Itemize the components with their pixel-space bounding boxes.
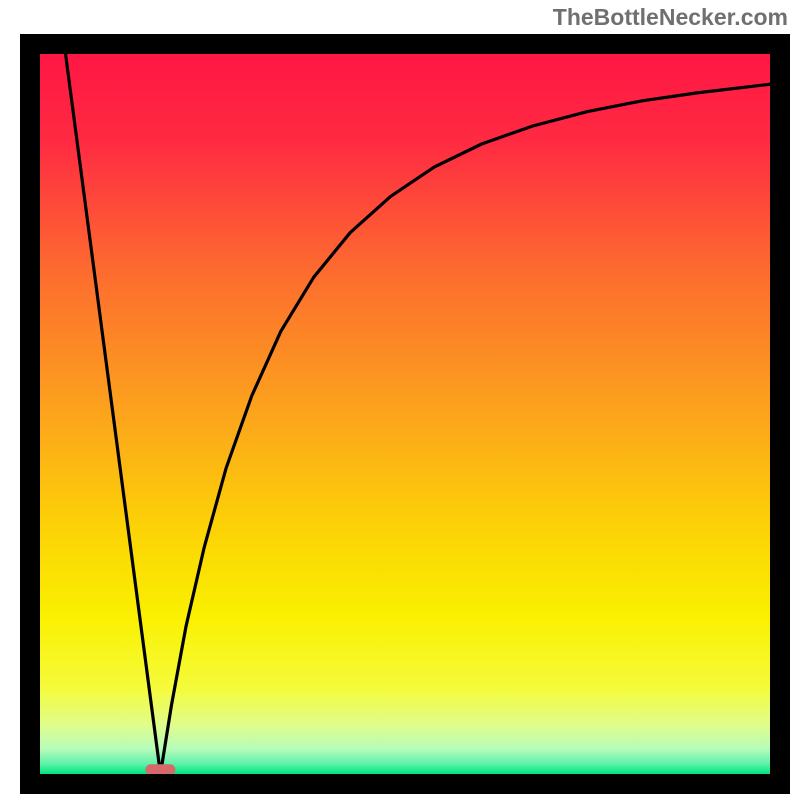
curve-svg (40, 54, 770, 774)
plot-area (40, 54, 770, 774)
minimum-marker (146, 764, 175, 774)
chart-container: TheBottleNecker.com (0, 0, 800, 800)
watermark-text: TheBottleNecker.com (553, 4, 788, 31)
